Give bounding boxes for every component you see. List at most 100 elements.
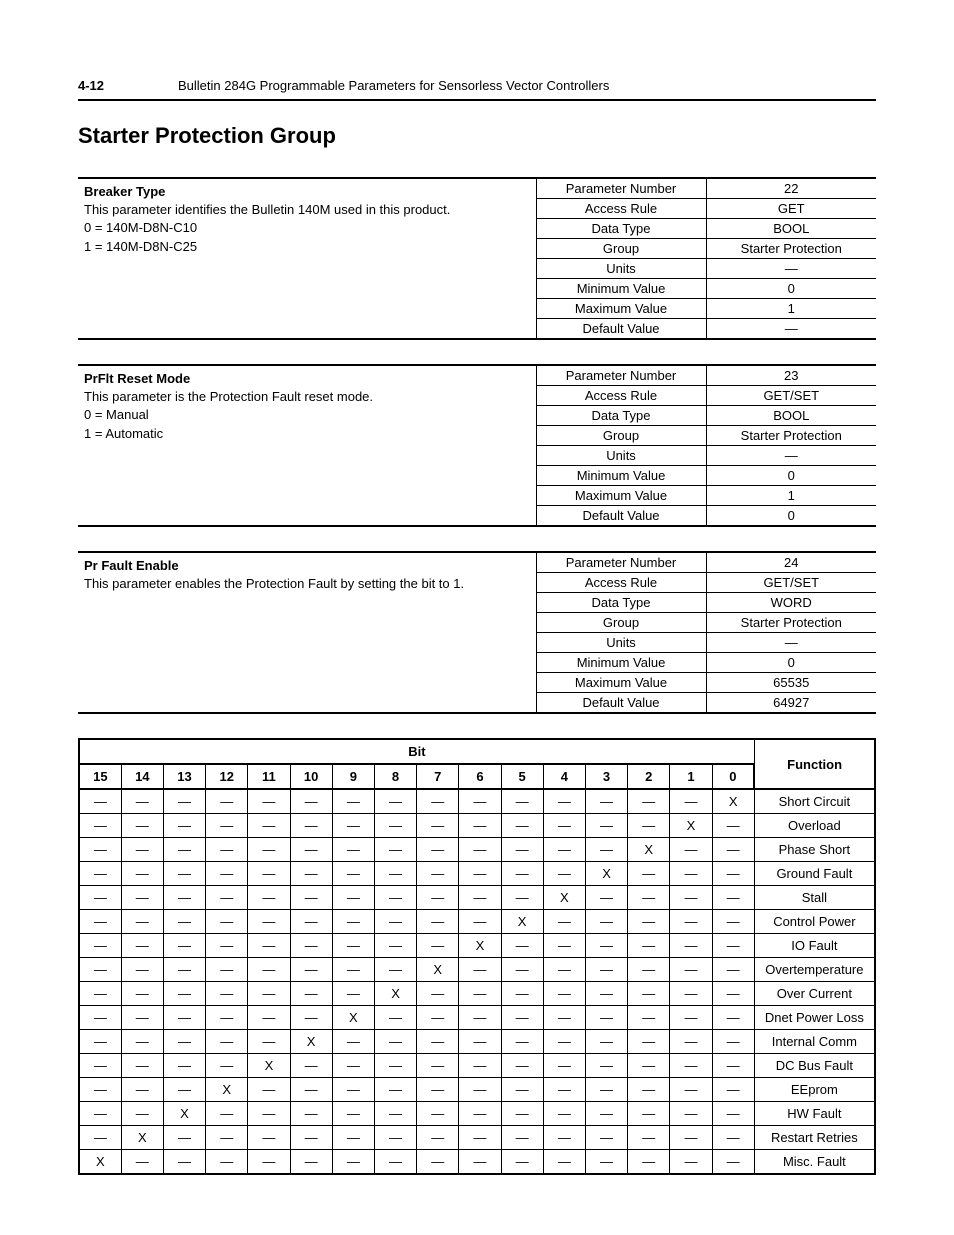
bit-cell: —	[585, 910, 627, 934]
bit-cell: —	[459, 1126, 501, 1150]
bit-cell: X	[543, 886, 585, 910]
bit-cell: —	[163, 838, 205, 862]
bit-cell: —	[501, 886, 543, 910]
bit-cell: —	[290, 910, 332, 934]
bit-cell: —	[459, 814, 501, 838]
property-value: —	[706, 633, 876, 653]
bit-cell: —	[290, 1078, 332, 1102]
bit-cell: —	[248, 789, 290, 814]
bit-cell: —	[163, 1006, 205, 1030]
bit-cell: —	[459, 982, 501, 1006]
bit-row: ———X————————————EEprom	[79, 1078, 875, 1102]
bit-cell: —	[501, 934, 543, 958]
bit-cell: —	[290, 1126, 332, 1150]
parameter-desc-line: 1 = 140M-D8N-C25	[84, 238, 530, 256]
bit-function: EEprom	[754, 1078, 875, 1102]
bit-cell: —	[121, 1150, 163, 1175]
bit-cell: —	[79, 886, 121, 910]
bit-cell: —	[79, 958, 121, 982]
bit-cell: —	[121, 934, 163, 958]
bit-cell: —	[543, 982, 585, 1006]
property-key: Group	[536, 239, 706, 259]
bit-cell: —	[670, 1126, 712, 1150]
bit-cell: —	[290, 862, 332, 886]
property-value: 23	[706, 366, 876, 386]
bit-cell: —	[248, 1006, 290, 1030]
bit-cell: —	[121, 1054, 163, 1078]
bit-cell: —	[374, 1078, 416, 1102]
bit-cell: —	[712, 862, 754, 886]
bit-cell: —	[628, 789, 670, 814]
bit-cell: —	[543, 789, 585, 814]
bit-cell: —	[501, 1078, 543, 1102]
bit-function: Restart Retries	[754, 1126, 875, 1150]
property-key: Default Value	[536, 319, 706, 339]
bit-cell: —	[501, 814, 543, 838]
parameter-description: PrFlt Reset ModeThis parameter is the Pr…	[78, 366, 536, 525]
bit-cell: —	[163, 862, 205, 886]
bit-cell: —	[248, 1126, 290, 1150]
bit-cell: —	[459, 910, 501, 934]
bit-cell: —	[459, 1054, 501, 1078]
bit-cell: —	[290, 838, 332, 862]
bit-cell: —	[248, 1150, 290, 1175]
bit-cell: —	[417, 1126, 459, 1150]
bit-cell: —	[417, 862, 459, 886]
bit-cell: —	[628, 1102, 670, 1126]
bit-row: ——————————X—————Control Power	[79, 910, 875, 934]
parameters-container: Breaker TypeThis parameter identifies th…	[78, 177, 876, 714]
bit-cell: —	[206, 814, 248, 838]
bit-cell: —	[121, 886, 163, 910]
bit-cell: —	[628, 982, 670, 1006]
bit-cell: —	[670, 862, 712, 886]
bit-cell: —	[332, 789, 374, 814]
bit-cell: —	[332, 1126, 374, 1150]
bit-cell: —	[374, 1054, 416, 1078]
bit-function: Ground Fault	[754, 862, 875, 886]
property-key: Access Rule	[536, 386, 706, 406]
bit-cell: —	[374, 862, 416, 886]
bit-cell: —	[163, 910, 205, 934]
bit-cell: —	[712, 886, 754, 910]
bit-cell: —	[417, 1006, 459, 1030]
property-value: BOOL	[706, 406, 876, 426]
bit-cell: X	[670, 814, 712, 838]
parameter-desc-line: 1 = Automatic	[84, 425, 530, 443]
property-value: GET	[706, 199, 876, 219]
bit-cell: —	[543, 1102, 585, 1126]
bit-header: Bit	[79, 739, 754, 764]
bit-cell: —	[459, 862, 501, 886]
property-key: Group	[536, 426, 706, 446]
bit-cell: —	[670, 1078, 712, 1102]
bit-cell: —	[290, 886, 332, 910]
bit-cell: —	[290, 1102, 332, 1126]
property-key: Parameter Number	[536, 366, 706, 386]
bit-cell: —	[374, 789, 416, 814]
bit-cell: X	[206, 1078, 248, 1102]
bit-cell: —	[374, 1006, 416, 1030]
bit-cell: —	[374, 886, 416, 910]
bit-cell: —	[417, 1054, 459, 1078]
bit-column-header: 4	[543, 764, 585, 789]
parameter-wrap: Pr Fault EnableThis parameter enables th…	[78, 551, 876, 714]
bit-cell: —	[79, 862, 121, 886]
property-key: Data Type	[536, 406, 706, 426]
property-value: WORD	[706, 593, 876, 613]
bit-cell: —	[585, 1078, 627, 1102]
property-value: 1	[706, 486, 876, 506]
bit-cell: —	[332, 1102, 374, 1126]
bit-column-header: 11	[248, 764, 290, 789]
bit-cell: —	[121, 1078, 163, 1102]
bit-cell: —	[628, 1126, 670, 1150]
bit-row: ————X———————————DC Bus Fault	[79, 1054, 875, 1078]
bit-cell: —	[501, 1126, 543, 1150]
bit-cell: —	[290, 789, 332, 814]
property-value: 64927	[706, 693, 876, 713]
property-value: 0	[706, 506, 876, 526]
bit-cell: —	[585, 1102, 627, 1126]
bit-cell: —	[628, 1054, 670, 1078]
bit-row: ———————X————————Over Current	[79, 982, 875, 1006]
bit-cell: —	[459, 1102, 501, 1126]
bit-row: —————X——————————Internal Comm	[79, 1030, 875, 1054]
property-key: Maximum Value	[536, 486, 706, 506]
